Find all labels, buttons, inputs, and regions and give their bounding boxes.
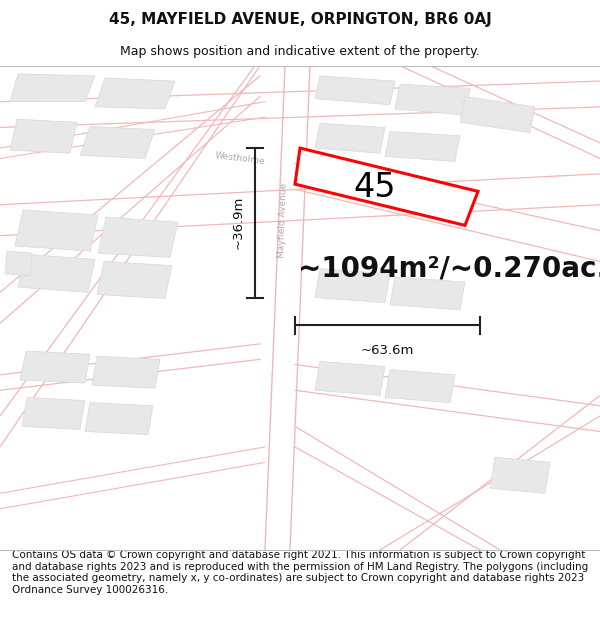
Polygon shape [385,369,455,402]
Polygon shape [20,351,90,383]
Polygon shape [5,251,32,276]
Polygon shape [490,458,550,493]
Polygon shape [97,261,172,299]
Polygon shape [295,148,478,226]
Polygon shape [315,76,395,105]
Polygon shape [92,356,160,388]
Polygon shape [10,119,77,153]
Polygon shape [85,402,153,434]
Polygon shape [22,398,85,429]
Text: 45, MAYFIELD AVENUE, ORPINGTON, BR6 0AJ: 45, MAYFIELD AVENUE, ORPINGTON, BR6 0AJ [109,12,491,27]
Polygon shape [395,84,470,115]
Polygon shape [18,254,95,292]
Polygon shape [315,361,385,396]
Text: Westholme: Westholme [214,151,266,166]
Polygon shape [80,126,155,158]
Text: Contains OS data © Crown copyright and database right 2021. This information is : Contains OS data © Crown copyright and d… [12,550,588,595]
Polygon shape [315,123,385,153]
Text: ~1094m²/~0.270ac.: ~1094m²/~0.270ac. [298,254,600,282]
Text: 45: 45 [353,171,396,204]
Polygon shape [390,277,465,310]
Text: Map shows position and indicative extent of the property.: Map shows position and indicative extent… [120,45,480,58]
Polygon shape [95,78,175,109]
Text: ~63.6m: ~63.6m [361,344,414,357]
Text: Mayfield Avenue: Mayfield Avenue [277,182,289,258]
Polygon shape [15,210,98,251]
Polygon shape [385,132,460,161]
Polygon shape [10,74,95,102]
Polygon shape [460,96,535,132]
Polygon shape [98,217,178,258]
Text: ~36.9m: ~36.9m [232,196,245,249]
Polygon shape [315,269,390,302]
